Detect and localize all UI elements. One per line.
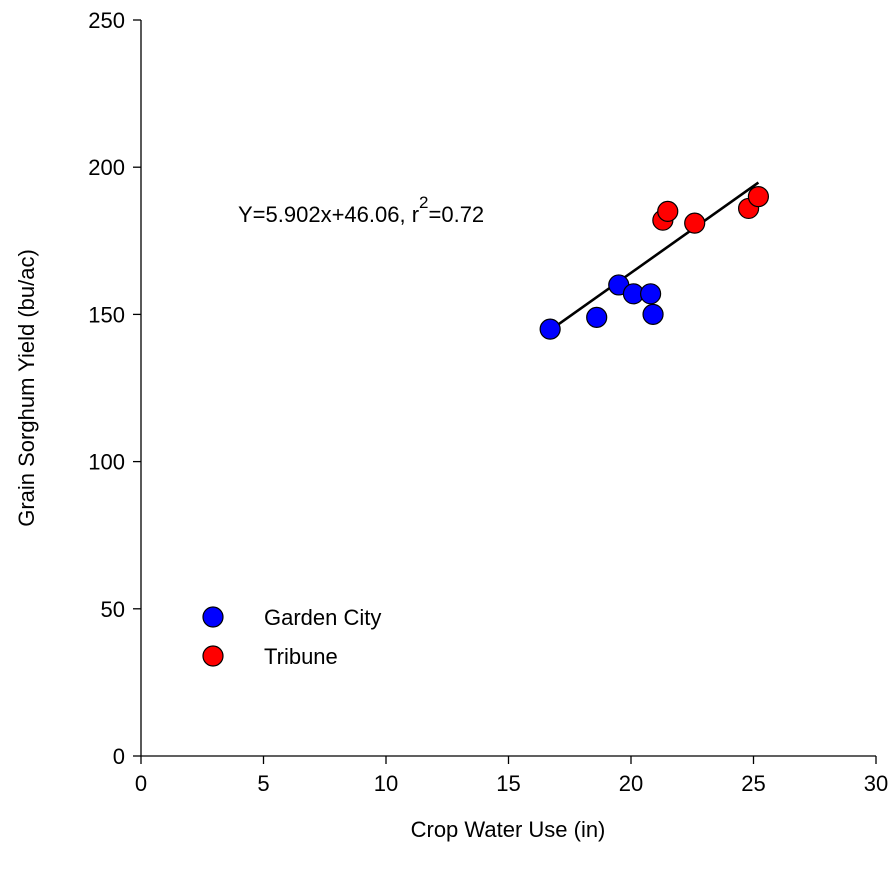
legend-label-tribune: Tribune: [264, 644, 338, 669]
y-tick-label: 100: [88, 450, 125, 475]
regression-equation: Y=5.902x+46.06, r2=0.72: [238, 193, 484, 227]
r-squared-exponent: 2: [419, 193, 428, 212]
x-tick-label: 15: [496, 771, 520, 796]
y-axis-title: Grain Sorghum Yield (bu/ac): [14, 249, 39, 527]
y-tick-label: 0: [113, 744, 125, 769]
x-tick-label: 10: [374, 771, 398, 796]
regression-line: [549, 181, 760, 332]
x-tick-label: 5: [257, 771, 269, 796]
data-points: [539, 186, 770, 340]
x-tick-label: 25: [741, 771, 765, 796]
x-axis-title: Crop Water Use (in): [411, 817, 606, 842]
y-tick-label: 50: [101, 597, 125, 622]
regression-fit-line: [549, 181, 760, 332]
legend: Garden City Tribune: [202, 605, 381, 669]
y-ticks: 0 50 100 150 200 250: [88, 8, 141, 769]
equation-label: Y=5.902x+46.06, r: [238, 202, 419, 227]
legend-marker-tribune: [202, 645, 224, 667]
legend-label-garden-city: Garden City: [264, 605, 381, 630]
data-point-garden-city: [586, 306, 608, 328]
x-tick-label: 20: [619, 771, 643, 796]
data-point-tribune: [657, 200, 679, 222]
legend-marker-garden-city: [202, 606, 224, 628]
x-tick-label: 30: [864, 771, 888, 796]
y-tick-label: 250: [88, 8, 125, 33]
y-tick-label: 200: [88, 155, 125, 180]
y-tick-label: 150: [88, 302, 125, 327]
data-point-tribune: [684, 212, 706, 234]
r-squared-value: =0.72: [429, 202, 485, 227]
x-ticks: 0 5 10 15 20 25 30: [135, 756, 888, 796]
data-point-garden-city: [539, 318, 561, 340]
axes: [140, 20, 876, 757]
data-point-garden-city: [639, 283, 662, 305]
data-point-tribune: [747, 186, 770, 208]
x-tick-label: 0: [135, 771, 147, 796]
data-point-garden-city: [642, 303, 664, 325]
